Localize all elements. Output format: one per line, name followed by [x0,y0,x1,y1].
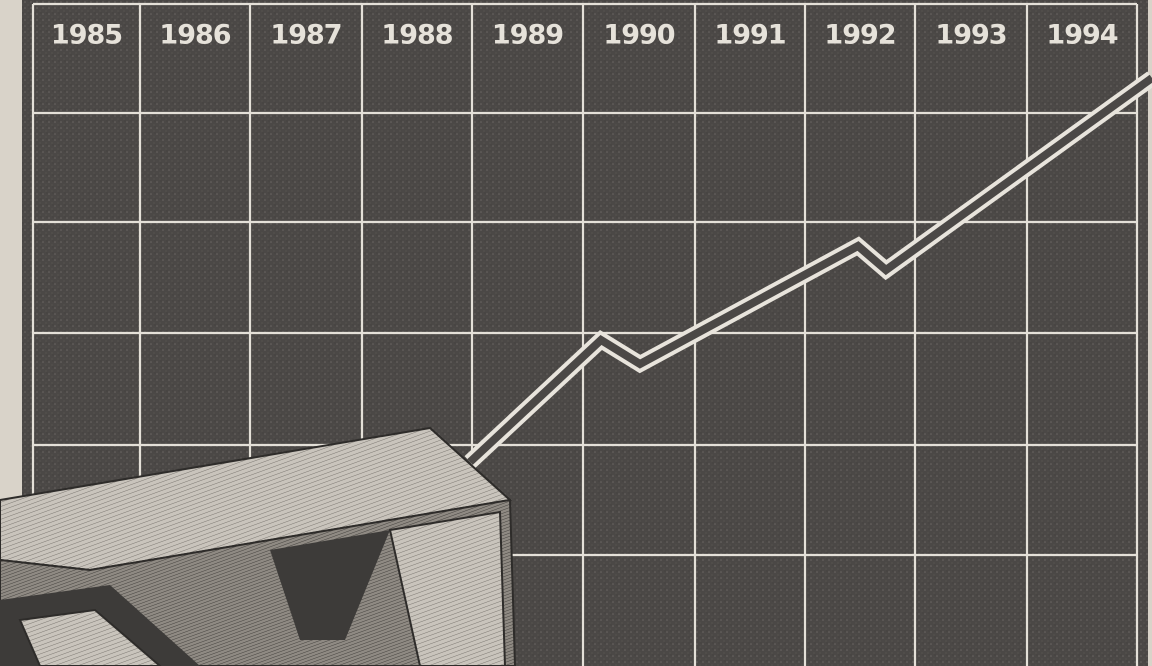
year-label: 1987 [270,20,341,51]
year-label: 1991 [714,20,785,51]
year-label: 1986 [159,20,230,51]
year-label: 1990 [603,20,674,51]
year-label: 1985 [51,20,122,51]
year-label: 1994 [1046,20,1117,51]
year-label: 1992 [824,20,895,51]
illustration: 1985 1986 1987 1988 1989 1990 1991 1992 1993 1994 [0,0,1152,666]
year-label: 1988 [381,20,452,51]
year-label: 1993 [935,20,1006,51]
page: {"header": {"years": ["1985", "1986", "1… [0,0,1152,666]
year-label: 1989 [492,20,563,51]
